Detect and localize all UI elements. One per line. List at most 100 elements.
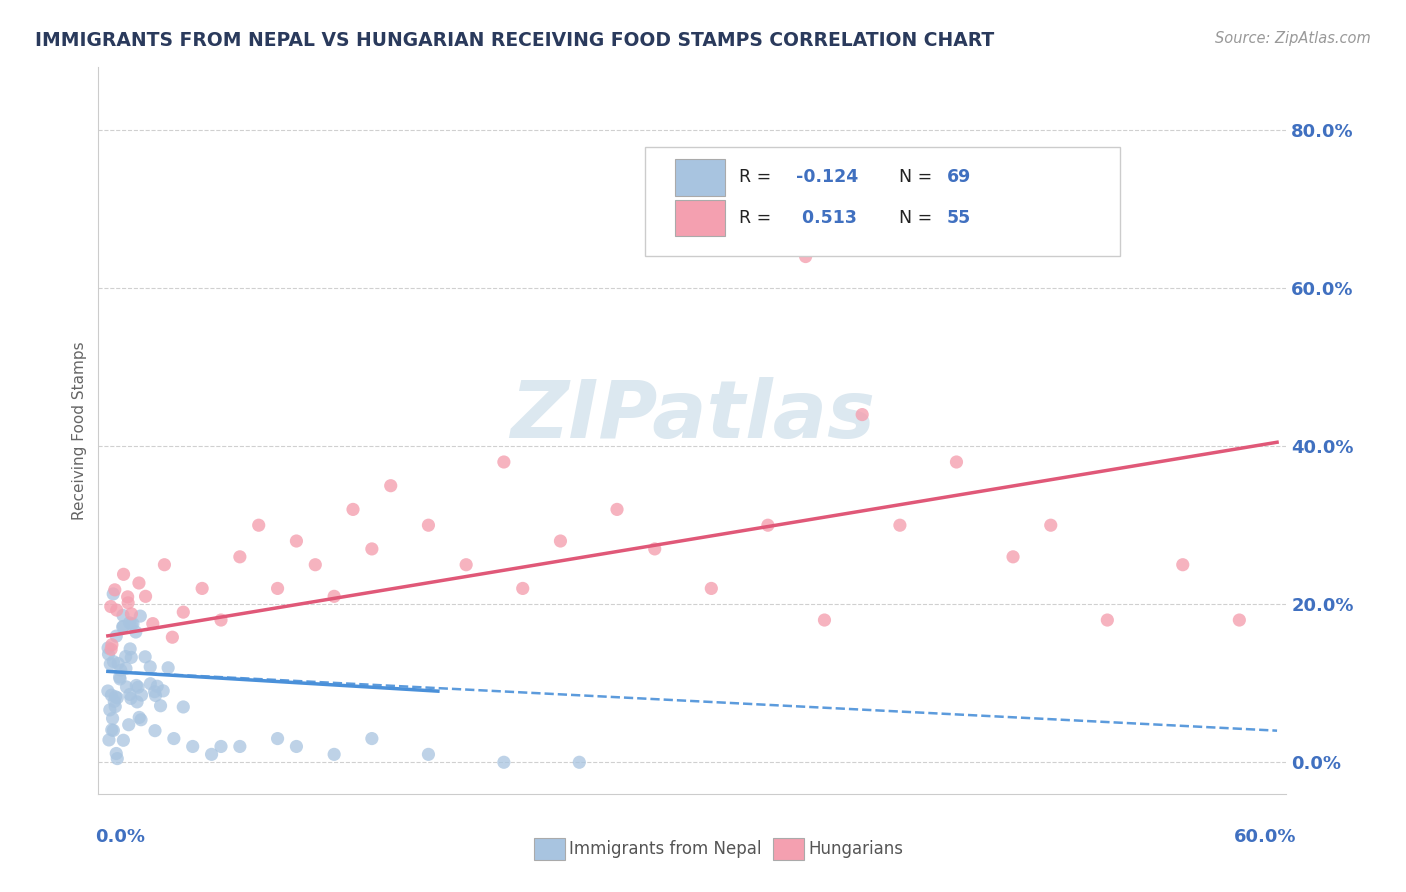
- Point: [112, 733, 135, 747]
- Text: Immigrants from Nepal: Immigrants from Nepal: [569, 840, 762, 858]
- Point: [120, 691, 142, 706]
- Point: [117, 596, 139, 610]
- Point: [117, 590, 139, 604]
- Point: [851, 408, 873, 422]
- Point: [512, 582, 534, 596]
- Point: [229, 549, 252, 564]
- Text: IMMIGRANTS FROM NEPAL VS HUNGARIAN RECEIVING FOOD STAMPS CORRELATION CHART: IMMIGRANTS FROM NEPAL VS HUNGARIAN RECEI…: [35, 31, 994, 50]
- Point: [101, 723, 124, 737]
- Point: [606, 502, 628, 516]
- Point: [98, 657, 121, 671]
- Point: [98, 703, 121, 717]
- Point: [456, 558, 478, 572]
- Point: [342, 502, 364, 516]
- Point: [700, 582, 723, 596]
- Point: [418, 747, 440, 762]
- Point: [120, 641, 142, 656]
- Point: [103, 694, 125, 708]
- Point: [105, 690, 128, 705]
- Point: [104, 582, 127, 597]
- Point: [143, 723, 166, 738]
- Point: [1171, 558, 1194, 572]
- Point: [103, 655, 125, 669]
- Text: R =: R =: [738, 209, 776, 227]
- Bar: [534, 838, 565, 860]
- Point: [134, 649, 156, 664]
- Point: [418, 518, 440, 533]
- Text: R =: R =: [738, 169, 776, 186]
- Point: [285, 534, 308, 549]
- Point: [112, 619, 135, 633]
- Point: [125, 695, 148, 709]
- Point: [776, 186, 799, 201]
- Text: 0.0%: 0.0%: [96, 828, 146, 846]
- Point: [945, 455, 967, 469]
- Point: [229, 739, 252, 754]
- Point: [492, 756, 515, 770]
- FancyBboxPatch shape: [675, 160, 724, 195]
- Point: [304, 558, 326, 572]
- Point: [139, 660, 162, 674]
- Point: [103, 723, 125, 738]
- Point: [380, 479, 402, 493]
- Point: [285, 739, 308, 754]
- Point: [568, 756, 591, 770]
- Point: [139, 677, 162, 691]
- Text: 60.0%: 60.0%: [1234, 828, 1296, 846]
- Text: N =: N =: [900, 169, 938, 186]
- Point: [100, 688, 122, 702]
- Point: [104, 699, 127, 714]
- Point: [101, 711, 124, 725]
- Point: [129, 609, 152, 624]
- Point: [97, 647, 120, 661]
- Point: [145, 689, 167, 703]
- Point: [135, 590, 157, 604]
- Point: [108, 670, 131, 684]
- Point: [118, 717, 141, 731]
- Point: [112, 567, 135, 582]
- Point: [105, 603, 128, 617]
- Point: [104, 690, 127, 704]
- Point: [111, 620, 134, 634]
- Point: [794, 250, 817, 264]
- Text: Hungarians: Hungarians: [808, 840, 904, 858]
- Point: [100, 642, 122, 657]
- Text: 0.513: 0.513: [796, 209, 856, 227]
- Point: [149, 698, 172, 713]
- Point: [142, 616, 165, 631]
- Point: [200, 747, 222, 762]
- Point: [153, 558, 176, 572]
- Point: [889, 518, 911, 533]
- Point: [247, 518, 270, 533]
- Text: 69: 69: [946, 169, 972, 186]
- Point: [115, 680, 138, 694]
- Text: -0.124: -0.124: [796, 169, 858, 186]
- Point: [111, 608, 134, 623]
- Point: [191, 582, 214, 596]
- Point: [129, 713, 152, 727]
- Point: [128, 576, 150, 591]
- Point: [143, 684, 166, 698]
- Point: [125, 678, 148, 692]
- Point: [118, 615, 141, 630]
- Point: [550, 534, 572, 549]
- Point: [115, 661, 138, 675]
- Point: [209, 739, 232, 754]
- Point: [131, 688, 153, 702]
- Point: [360, 731, 382, 746]
- Point: [172, 700, 194, 714]
- Point: [107, 657, 129, 671]
- Point: [152, 684, 174, 698]
- Point: [172, 605, 194, 619]
- Point: [1002, 549, 1025, 564]
- Point: [181, 739, 204, 754]
- Point: [1097, 613, 1119, 627]
- Bar: [773, 838, 804, 860]
- Point: [118, 687, 141, 701]
- Point: [108, 672, 131, 686]
- Point: [157, 661, 180, 675]
- FancyBboxPatch shape: [675, 200, 724, 236]
- Text: Source: ZipAtlas.com: Source: ZipAtlas.com: [1215, 31, 1371, 46]
- Point: [120, 617, 142, 632]
- Point: [101, 638, 124, 652]
